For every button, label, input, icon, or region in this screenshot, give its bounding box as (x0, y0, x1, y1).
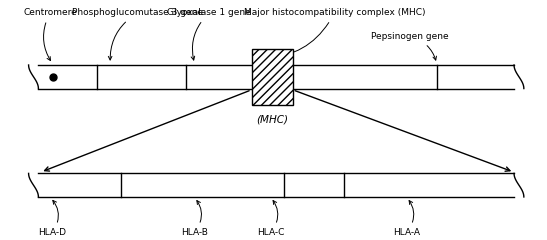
Text: (MHC): (MHC) (256, 114, 288, 124)
Text: Pepsinogen gene: Pepsinogen gene (371, 32, 449, 60)
Text: HLA-B: HLA-B (181, 201, 208, 237)
Text: Centromere: Centromere (23, 8, 77, 60)
Text: Major histocompatibility complex (MHC): Major histocompatibility complex (MHC) (243, 8, 425, 60)
Text: HLA-A: HLA-A (393, 201, 420, 237)
Bar (252, 48, 293, 105)
Text: HLA-C: HLA-C (257, 201, 284, 237)
Text: Phosphoglucomutase 3 gene: Phosphoglucomutase 3 gene (72, 8, 203, 60)
Text: HLA-D: HLA-D (38, 200, 66, 237)
Text: Glyoxalase 1 gene: Glyoxalase 1 gene (167, 8, 251, 60)
